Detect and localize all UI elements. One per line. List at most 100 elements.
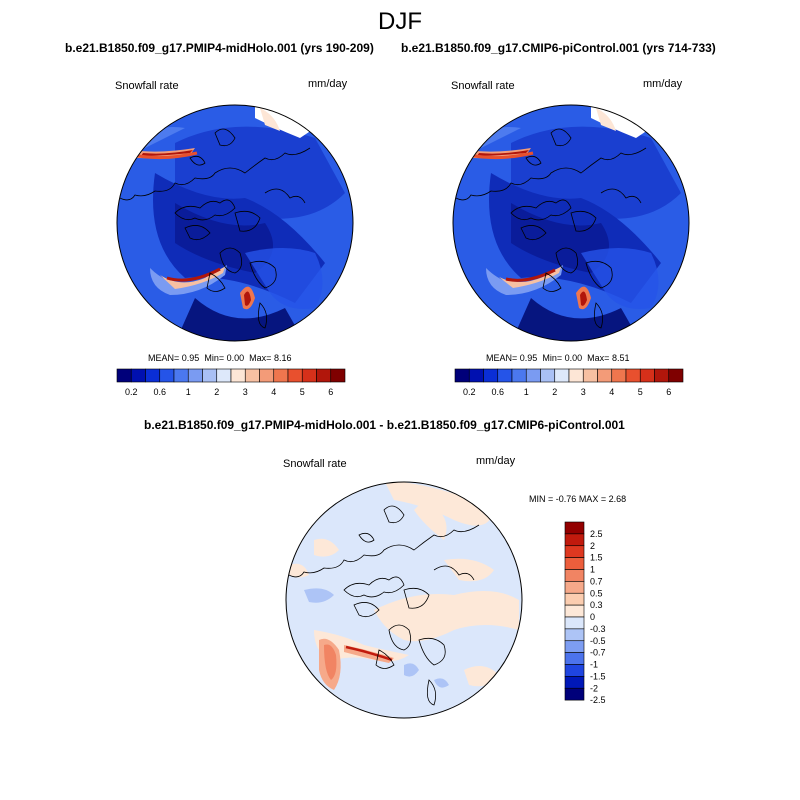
diff-colorbar-swatch [564,640,585,653]
panel-1-variable: Snowfall rate [115,80,179,92]
colorbar-tick-label: 4 [609,387,614,397]
colorbar-tick-label: 0.2 [125,387,138,397]
panel-1-max-label: Max= [249,353,272,363]
diff-colorbar-tick-label: 1.5 [590,553,603,563]
colorbar-tick-label: 2 [214,387,219,397]
diff-colorbar-tick-label: -0.7 [590,648,606,658]
panel-2-variable: Snowfall rate [451,80,515,92]
colorbar-swatch [173,368,189,383]
panel-2-max-label: Max= [587,353,610,363]
diff-colorbar-swatch [564,557,585,570]
colorbar-swatch [568,368,584,383]
colorbar-swatch [554,368,570,383]
panel-1-title: b.e21.B1850.f09_g17.PMIP4-midHolo.001 (y… [65,41,374,55]
colorbar-swatch [301,368,317,383]
colorbar-swatch [582,368,598,383]
diff-colorbar-tick-label: 0.5 [590,588,603,598]
diff-colorbar-tick-label: -0.3 [590,624,606,634]
panel-2-mean: 0.95 [519,353,538,363]
panel-2-map [452,104,690,342]
colorbar-swatch [116,368,132,383]
colorbar-tick-label: 5 [638,387,643,397]
colorbar-swatch [259,368,275,383]
diff-colorbar-tick-label: -2.5 [590,695,606,705]
colorbar-swatch [540,368,556,383]
panel-1-min-label: Min= [204,353,225,363]
colorbar-swatch [159,368,175,383]
colorbar-tick-label: 2 [552,387,557,397]
panel-2-min: 0.00 [564,353,583,363]
colorbar-tick-label: 0.6 [153,387,166,397]
panel-1-colorbar: 0.2 0.6 1 2 3 4 5 6 [116,368,346,397]
colorbar-tick-label: 6 [328,387,333,397]
colorbar-swatch [130,368,146,383]
diff-colorbar: 2.5 2 1.5 10.7 0.5 0.3 0 -0.3 -0.5 -0.7 -1-1.5 -2 -2… [564,521,606,705]
diff-colorbar-swatch [564,676,585,689]
panel-2-mean-label: MEAN= [486,353,518,363]
colorbar-swatch [202,368,218,383]
colorbar-tick-label: 0.6 [491,387,504,397]
colorbar-swatch [468,368,484,383]
diff-colorbar-swatch [564,652,585,665]
panel-2-units: mm/day [643,78,683,90]
colorbar-swatch [230,368,246,383]
diff-colorbar-tick-label: -2 [590,683,598,693]
panel-2-colorbar: 0.2 0.6 1 2 3 4 5 6 [454,368,684,397]
diff-max-label: MAX = [578,494,607,504]
panel-2-max: 8.51 [611,353,630,363]
diff-colorbar-swatch [564,545,585,558]
panel-2-title: b.e21.B1850.f09_g17.CMIP6-piControl.001 … [401,41,716,55]
panel-1-mean-label: MEAN= [148,353,180,363]
diff-colorbar-tick-label: 0.3 [590,600,603,610]
diff-colorbar-tick-label: 1 [590,565,595,575]
diff-panel-units: mm/day [476,455,516,467]
diff-min-label: MIN = [529,494,554,504]
diff-colorbar-tick-label: 2 [590,541,595,551]
colorbar-swatch [216,368,232,383]
colorbar-tick-label: 4 [271,387,276,397]
diff-colorbar-tick-label: 0 [590,612,595,622]
colorbar-swatch [525,368,541,383]
colorbar-swatch [497,368,513,383]
diff-colorbar-swatch [564,604,585,618]
diff-max: 2.68 [608,494,627,504]
colorbar-swatch [145,368,161,383]
diff-colorbar-swatch [564,592,585,606]
diff-colorbar-swatch [564,616,585,630]
diff-colorbar-swatch [564,569,585,582]
diff-colorbar-tick-label: -0.5 [590,636,606,646]
colorbar-swatch [483,368,499,383]
colorbar-swatch [625,368,641,383]
colorbar-swatch [639,368,655,383]
panel-1-min: 0.00 [226,353,245,363]
colorbar-swatch [330,368,346,383]
diff-panel-map [285,481,523,719]
colorbar-tick-label: 1 [186,387,191,397]
panel-2-stats: MEAN= 0.95 Min= 0.00 Max= 8.51 [486,353,629,363]
colorbar-tick-label: 5 [300,387,305,397]
diff-panel-stats: MIN = -0.76 MAX = 2.68 [529,494,626,504]
colorbar-swatch [611,368,627,383]
panel-1-mean: 0.95 [181,353,200,363]
diff-colorbar-swatch [564,581,585,594]
diff-colorbar-swatch [564,628,585,642]
colorbar-tick-label: 6 [666,387,671,397]
colorbar-swatch [287,368,303,383]
colorbar-swatch [511,368,527,383]
diff-min: -0.76 [555,494,577,504]
diff-colorbar-tick-label: 2.5 [590,529,603,539]
panel-2-min-label: Min= [542,353,563,363]
diff-colorbar-swatch [564,533,585,547]
diff-panel-title: b.e21.B1850.f09_g17.PMIP4-midHolo.001 - … [144,418,625,432]
colorbar-swatch [668,368,684,383]
colorbar-swatch [597,368,613,383]
diff-colorbar-swatch [564,687,585,701]
colorbar-tick-label: 3 [581,387,586,397]
colorbar-tick-label: 3 [243,387,248,397]
panel-1-units: mm/day [308,78,348,90]
colorbar-swatch [454,368,470,383]
panel-1-stats: MEAN= 0.95 Min= 0.00 Max= 8.16 [148,353,291,363]
panel-1-max: 8.16 [273,353,292,363]
colorbar-swatch [654,368,670,383]
colorbar-swatch [273,368,289,383]
